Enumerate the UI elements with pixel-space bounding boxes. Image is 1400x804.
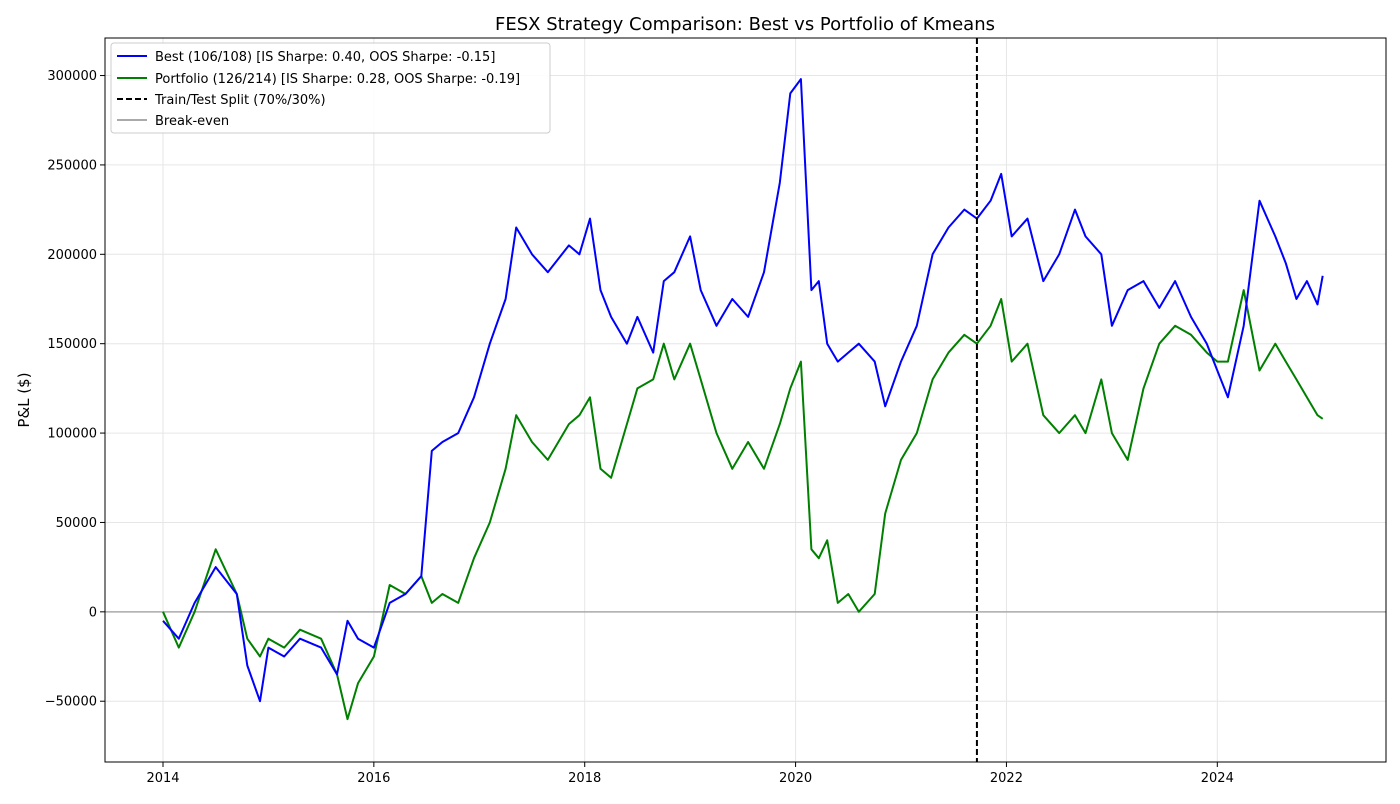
y-axis-label: P&L ($) <box>15 372 33 427</box>
legend-label-portfolio: Portfolio (126/214) [IS Sharpe: 0.28, OO… <box>155 72 520 87</box>
y-tick-label: 300000 <box>47 69 97 84</box>
y-tick-label: 50000 <box>56 516 97 531</box>
y-tick-label: −50000 <box>45 695 97 710</box>
series-layer <box>162 78 1324 721</box>
y-tick-label: 150000 <box>47 337 97 352</box>
y-tick-label: 250000 <box>47 158 97 173</box>
x-axis-ticks: 2014 2016 2018 2020 2022 2024 <box>146 762 1234 786</box>
legend-box <box>110 42 551 134</box>
legend: Best (106/108) [IS Sharpe: 0.40, OOS Sha… <box>110 42 551 134</box>
y-axis-ticks: −50000 0 50000 100000 150000 200000 250000 3000… <box>45 69 105 710</box>
legend-label-best: Best (106/108) [IS Sharpe: 0.40, OOS Sha… <box>155 50 495 65</box>
legend-label-break-even: Break-even <box>155 114 229 129</box>
x-tick-label: 2014 <box>146 771 179 786</box>
y-tick-label: 0 <box>89 605 97 620</box>
x-tick-label: 2022 <box>990 771 1023 786</box>
x-tick-label: 2018 <box>568 771 601 786</box>
chart-title: FESX Strategy Comparison: Best vs Portfo… <box>495 14 995 35</box>
x-tick-label: 2016 <box>357 771 390 786</box>
legend-label-split: Train/Test Split (70%/30%) <box>154 93 326 108</box>
x-tick-label: 2020 <box>779 771 812 786</box>
y-tick-label: 200000 <box>47 248 97 263</box>
portfolio-series-line <box>162 289 1324 721</box>
plot-frame <box>104 37 1387 763</box>
y-tick-label: 100000 <box>47 427 97 442</box>
best-series-line <box>162 78 1324 703</box>
grid-layer <box>105 38 1386 762</box>
x-tick-label: 2024 <box>1201 771 1234 786</box>
